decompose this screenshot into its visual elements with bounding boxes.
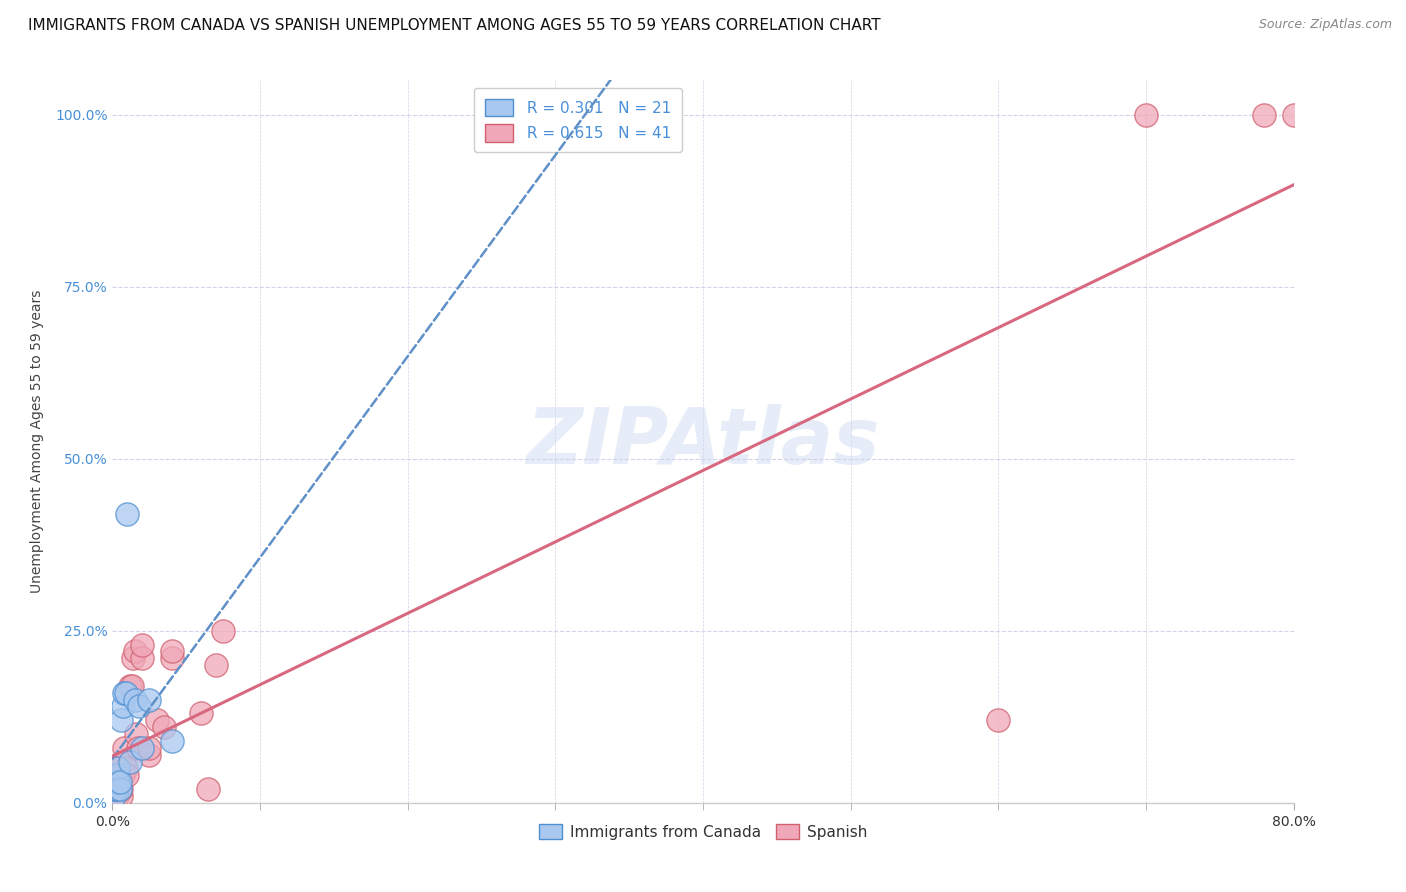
Legend: Immigrants from Canada, Spanish: Immigrants from Canada, Spanish	[533, 818, 873, 846]
Point	[114, 761, 136, 775]
Point	[138, 740, 160, 755]
Point	[103, 789, 125, 803]
Point	[105, 775, 128, 789]
Point	[107, 761, 129, 775]
Point	[117, 768, 138, 782]
Point	[104, 775, 127, 789]
Point	[131, 740, 153, 755]
Point	[160, 651, 183, 665]
Point	[111, 699, 134, 714]
Point	[114, 686, 136, 700]
Point	[112, 740, 135, 755]
Point	[121, 679, 143, 693]
Point	[107, 768, 129, 782]
Point	[105, 789, 128, 803]
Point	[153, 720, 176, 734]
Point	[108, 775, 131, 789]
Point	[190, 706, 212, 721]
Point	[125, 727, 148, 741]
Point	[205, 658, 228, 673]
Point	[103, 782, 125, 797]
Point	[1253, 108, 1275, 122]
Point	[120, 755, 142, 769]
Point	[212, 624, 235, 638]
Point	[127, 740, 149, 755]
Point	[112, 755, 135, 769]
Point	[987, 713, 1010, 727]
Point	[112, 686, 135, 700]
Point	[146, 713, 169, 727]
Point	[197, 782, 219, 797]
Y-axis label: Unemployment Among Ages 55 to 59 years: Unemployment Among Ages 55 to 59 years	[30, 290, 44, 593]
Point	[105, 768, 128, 782]
Point	[108, 782, 131, 797]
Point	[110, 789, 132, 803]
Point	[104, 782, 127, 797]
Point	[120, 679, 142, 693]
Point	[104, 789, 127, 803]
Point	[105, 782, 128, 797]
Text: ZIPAtlas: ZIPAtlas	[526, 403, 880, 480]
Point	[131, 638, 153, 652]
Point	[124, 692, 146, 706]
Text: Source: ZipAtlas.com: Source: ZipAtlas.com	[1258, 18, 1392, 31]
Point	[124, 644, 146, 658]
Point	[108, 775, 131, 789]
Point	[105, 782, 128, 797]
Point	[160, 734, 183, 748]
Point	[105, 775, 128, 789]
Point	[122, 651, 145, 665]
Point	[108, 782, 131, 797]
Point	[110, 713, 132, 727]
Point	[111, 768, 134, 782]
Point	[107, 775, 129, 789]
Point	[110, 782, 132, 797]
Text: IMMIGRANTS FROM CANADA VS SPANISH UNEMPLOYMENT AMONG AGES 55 TO 59 YEARS CORRELA: IMMIGRANTS FROM CANADA VS SPANISH UNEMPL…	[28, 18, 880, 33]
Point	[103, 789, 125, 803]
Point	[107, 782, 129, 797]
Point	[160, 644, 183, 658]
Point	[104, 782, 127, 797]
Point	[138, 747, 160, 762]
Point	[128, 699, 150, 714]
Point	[131, 651, 153, 665]
Point	[1135, 108, 1157, 122]
Point	[104, 782, 127, 797]
Point	[1282, 108, 1305, 122]
Point	[117, 507, 138, 521]
Point	[138, 692, 160, 706]
